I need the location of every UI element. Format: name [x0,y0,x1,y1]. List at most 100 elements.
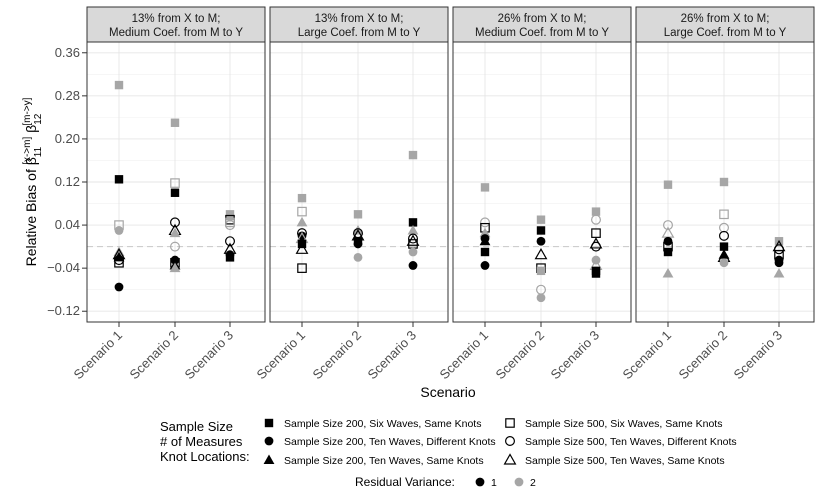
data-point [170,118,180,127]
facet-title-line2: Large Coef. from M to Y [664,27,787,39]
data-point [663,247,673,257]
data-point [297,193,307,203]
data-point [591,269,601,278]
data-point [590,214,601,225]
legend-key-icon [505,418,515,428]
data-point [353,210,363,219]
data-point [114,282,124,292]
facet-panel-2: 13% from X to M; Large Coef. from M to Y S… [254,6,449,383]
data-point [169,262,181,273]
y-tick-label: −0.12 [47,303,80,318]
legend-key-icon [264,418,274,428]
data-point [536,236,546,246]
data-point [406,234,420,246]
data-point [480,247,490,257]
data-point [719,242,729,251]
y-axis-label-part: [x->m] [22,137,33,165]
data-point [718,230,729,241]
legend-title-line3: Knot Locations: [160,449,250,464]
x-tick-label: Scenario 1 [620,328,675,383]
data-point [719,209,729,220]
y-axis-label-part: β [23,125,39,137]
data-point [591,207,601,216]
legend-entry-label: Sample Size 200, Ten Waves, Same Knots [284,455,484,467]
y-tick-label: −0.04 [47,260,80,275]
data-point [114,80,124,90]
data-point [663,236,673,246]
y-axis-label-part: 11 [33,146,44,157]
y-tick-label: 0.12 [55,174,80,189]
data-point [479,227,491,238]
data-point [170,188,180,197]
data-point [225,253,235,262]
data-point [719,177,729,187]
facet-panel-1: 13% from X to M; Medium Coef. from M to Y… [71,6,266,383]
data-point [480,217,491,228]
legend-entry-label: Sample Size 500, Ten Waves, Same Knots [525,455,725,467]
panel-border [269,41,449,323]
x-tick-label: Scenario 3 [548,328,603,383]
data-point [353,239,363,249]
facet-strip [452,6,632,43]
data-point [662,268,674,278]
data-point [773,244,784,255]
y-axis-label-part: 12 [33,113,44,125]
legend-entry-label: Sample Size 500, Ten Waves, Different Kn… [525,436,737,448]
y-axis-label-part: Relative Bias of β [23,157,39,266]
data-point [408,150,418,160]
data-point [773,268,785,278]
data-point [536,266,546,276]
data-point [408,261,418,270]
data-point [408,233,419,244]
legend-key-icon [264,436,274,446]
data-point [170,178,180,188]
x-tick-label: Scenario 1 [71,328,126,383]
x-tick-label: Scenario 3 [731,328,786,383]
legend-title-line2: # of Measures [160,434,243,449]
data-point [114,257,124,268]
data-point [536,293,546,303]
data-point [662,220,673,231]
data-point [297,206,307,217]
x-axis-label: Scenario [420,384,475,400]
residual-legend-icon [514,477,524,487]
residual-legend-icon [475,477,485,487]
data-point [408,247,418,257]
y-tick-label: 0.20 [55,131,80,146]
panel-border [452,41,632,323]
facet-panel-4: 26% from X to M; Large Coef. from M to Y S… [620,6,815,383]
residual-legend-label: 2 [530,477,536,489]
data-point [170,241,181,252]
legend-key-icon [503,453,517,465]
panel-border [86,41,266,323]
legend-title-line1: Sample Size [160,419,233,434]
data-point [353,252,363,262]
data-point [296,216,308,227]
legend-entry-label: Sample Size 200, Six Waves, Same Knots [284,418,481,430]
data-point [536,226,546,235]
x-tick-label: Scenario 2 [676,328,731,383]
data-point [295,242,309,254]
x-tick-label: Scenario 1 [437,328,492,383]
x-tick-label: Scenario 1 [254,328,309,383]
data-point [719,258,729,268]
facet-title-line2: Medium Coef. from M to Y [475,27,609,39]
data-point [534,247,548,260]
y-tick-label: 0.36 [55,45,80,60]
facet-panel-3: 26% from X to M; Medium Coef. from M to Y… [437,6,632,383]
data-point [590,241,601,252]
legend-entry-label: Sample Size 200, Ten Waves, Different Kn… [284,436,496,448]
data-point [480,261,490,270]
data-point [225,212,235,222]
data-point [480,183,490,192]
x-tick-label: Scenario 2 [493,328,548,383]
x-tick-label: Scenario 3 [182,328,237,383]
y-axis-label-part: [m->y] [22,97,33,125]
data-point [297,263,307,273]
facet-strip [269,6,449,43]
legend-key-icon [263,454,275,464]
data-point [225,220,236,231]
data-point [114,175,124,184]
data-point [170,217,181,228]
